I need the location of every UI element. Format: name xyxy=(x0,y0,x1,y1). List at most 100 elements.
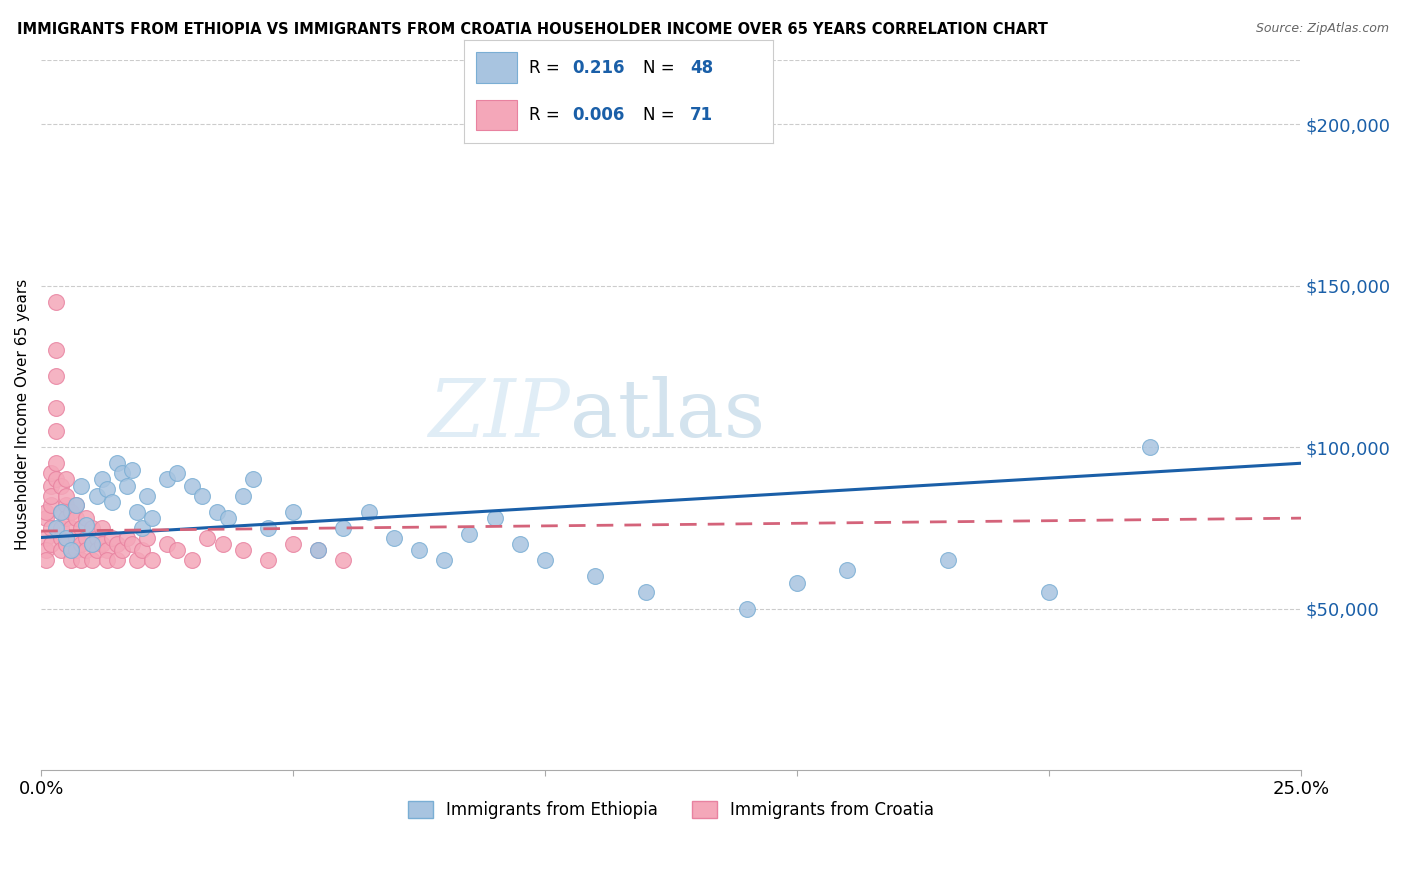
Point xyxy=(111,543,134,558)
Point xyxy=(458,527,481,541)
Point xyxy=(45,343,67,358)
Point xyxy=(51,479,73,493)
Point xyxy=(65,543,87,558)
Point xyxy=(96,482,118,496)
Point xyxy=(60,521,83,535)
Point xyxy=(45,294,67,309)
Point xyxy=(100,495,122,509)
Point xyxy=(75,511,97,525)
Point xyxy=(509,537,531,551)
Point xyxy=(35,543,58,558)
Point xyxy=(181,553,204,567)
Point xyxy=(382,531,405,545)
Point xyxy=(60,543,83,558)
Text: ZIP: ZIP xyxy=(429,376,571,453)
Point xyxy=(96,553,118,567)
Point xyxy=(86,543,108,558)
Point xyxy=(51,505,73,519)
Point xyxy=(166,466,188,480)
Point xyxy=(181,479,204,493)
Point xyxy=(121,463,143,477)
Point xyxy=(55,498,77,512)
Point xyxy=(39,521,62,535)
Point xyxy=(111,466,134,480)
Point xyxy=(585,569,607,583)
Point xyxy=(65,498,87,512)
Point xyxy=(115,479,138,493)
FancyBboxPatch shape xyxy=(477,53,516,83)
Point xyxy=(105,553,128,567)
Point xyxy=(105,456,128,470)
Point xyxy=(136,489,159,503)
Point xyxy=(35,511,58,525)
Point xyxy=(70,537,93,551)
Point xyxy=(55,511,77,525)
Point xyxy=(70,479,93,493)
Point xyxy=(80,553,103,567)
Point xyxy=(936,553,959,567)
Text: R =: R = xyxy=(529,59,565,77)
Point xyxy=(1139,440,1161,454)
FancyBboxPatch shape xyxy=(477,100,516,130)
Point xyxy=(60,543,83,558)
Point xyxy=(534,553,557,567)
Point xyxy=(408,543,430,558)
Point xyxy=(1038,585,1060,599)
Point xyxy=(45,472,67,486)
Point xyxy=(357,505,380,519)
Point xyxy=(166,543,188,558)
Text: atlas: atlas xyxy=(571,376,765,454)
Point xyxy=(837,563,859,577)
Point xyxy=(55,472,77,486)
Point xyxy=(242,472,264,486)
Point xyxy=(39,489,62,503)
Point xyxy=(75,543,97,558)
Point xyxy=(45,369,67,384)
Point xyxy=(257,521,280,535)
Point xyxy=(35,553,58,567)
Point xyxy=(55,489,77,503)
Point xyxy=(55,537,77,551)
Point xyxy=(90,521,112,535)
Text: N =: N = xyxy=(644,106,681,124)
Point xyxy=(51,531,73,545)
Point xyxy=(39,498,62,512)
Point xyxy=(80,537,103,551)
Point xyxy=(136,531,159,545)
Point xyxy=(51,521,73,535)
Point xyxy=(634,585,657,599)
Point xyxy=(735,601,758,615)
Point xyxy=(80,521,103,535)
Point xyxy=(281,537,304,551)
Point xyxy=(125,505,148,519)
Point xyxy=(125,553,148,567)
Text: R =: R = xyxy=(529,106,565,124)
Text: Source: ZipAtlas.com: Source: ZipAtlas.com xyxy=(1256,22,1389,36)
Point xyxy=(257,553,280,567)
Point xyxy=(51,505,73,519)
Point xyxy=(211,537,233,551)
Point xyxy=(70,553,93,567)
Point xyxy=(86,489,108,503)
Text: 48: 48 xyxy=(690,59,713,77)
Point xyxy=(131,543,153,558)
Point xyxy=(45,424,67,438)
Point xyxy=(45,401,67,416)
Point xyxy=(191,489,214,503)
Point xyxy=(115,531,138,545)
Point xyxy=(141,511,163,525)
Point xyxy=(484,511,506,525)
Point xyxy=(39,537,62,551)
Point xyxy=(55,531,77,545)
Point xyxy=(75,517,97,532)
Point xyxy=(332,553,354,567)
Point xyxy=(60,553,83,567)
Text: 71: 71 xyxy=(690,106,713,124)
Point xyxy=(232,543,254,558)
Point xyxy=(65,531,87,545)
Point xyxy=(70,521,93,535)
Text: 0.006: 0.006 xyxy=(572,106,624,124)
Point xyxy=(281,505,304,519)
Point xyxy=(786,575,808,590)
Legend: Immigrants from Ethiopia, Immigrants from Croatia: Immigrants from Ethiopia, Immigrants fro… xyxy=(402,794,941,826)
